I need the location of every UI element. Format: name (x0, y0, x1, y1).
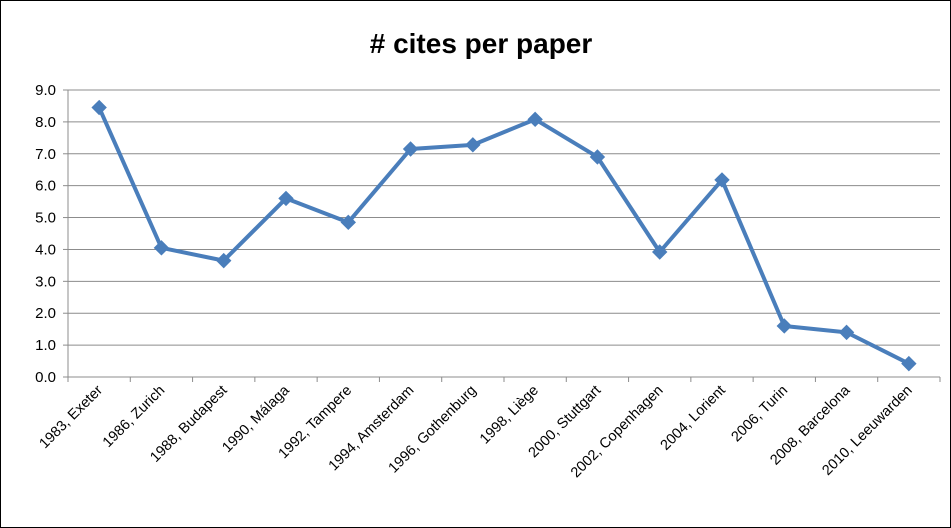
y-tick-label: 7.0 (35, 146, 56, 163)
data-point-marker (465, 137, 481, 153)
chart-title: # cites per paper (370, 28, 593, 59)
series-line (97, 105, 911, 366)
data-point-marker (652, 244, 668, 260)
x-tick-label: 2006, Turin (728, 383, 791, 446)
series (91, 99, 917, 372)
axes (63, 89, 941, 382)
y-axis-tick-labels: 0.0 1.0 2.0 3.0 4.0 5.0 6.0 7.0 8.0 9.0 (35, 82, 56, 386)
x-tick-label: 1998, Liège (477, 383, 542, 448)
y-tick-label: 1.0 (35, 337, 56, 354)
data-point-marker (216, 252, 232, 269)
data-point-marker (589, 149, 606, 165)
y-tick-label: 8.0 (35, 114, 56, 131)
x-tick-label: 1986, Zurich (100, 383, 168, 451)
data-point-marker (901, 355, 917, 372)
y-tick-label: 4.0 (35, 241, 56, 258)
data-point-marker (776, 318, 792, 334)
y-tick-label: 9.0 (35, 82, 56, 99)
y-tick-label: 5.0 (35, 210, 56, 227)
x-tick-label: 1983, Exeter (37, 382, 107, 452)
data-point-marker (838, 324, 855, 341)
data-point-marker (340, 214, 356, 231)
data-point-marker (153, 240, 170, 256)
gridlines (68, 89, 940, 346)
x-tick-label: 2004, Lorient (658, 383, 729, 454)
y-tick-label: 2.0 (35, 305, 56, 322)
data-point-marker (527, 111, 543, 128)
y-tick-label: 0.0 (35, 369, 56, 386)
data-point-marker (714, 172, 730, 188)
y-tick-label: 6.0 (35, 178, 56, 195)
data-point-marker (278, 190, 294, 207)
data-point-marker (91, 99, 107, 116)
data-point-marker (402, 141, 419, 157)
y-tick-label: 3.0 (35, 273, 56, 290)
